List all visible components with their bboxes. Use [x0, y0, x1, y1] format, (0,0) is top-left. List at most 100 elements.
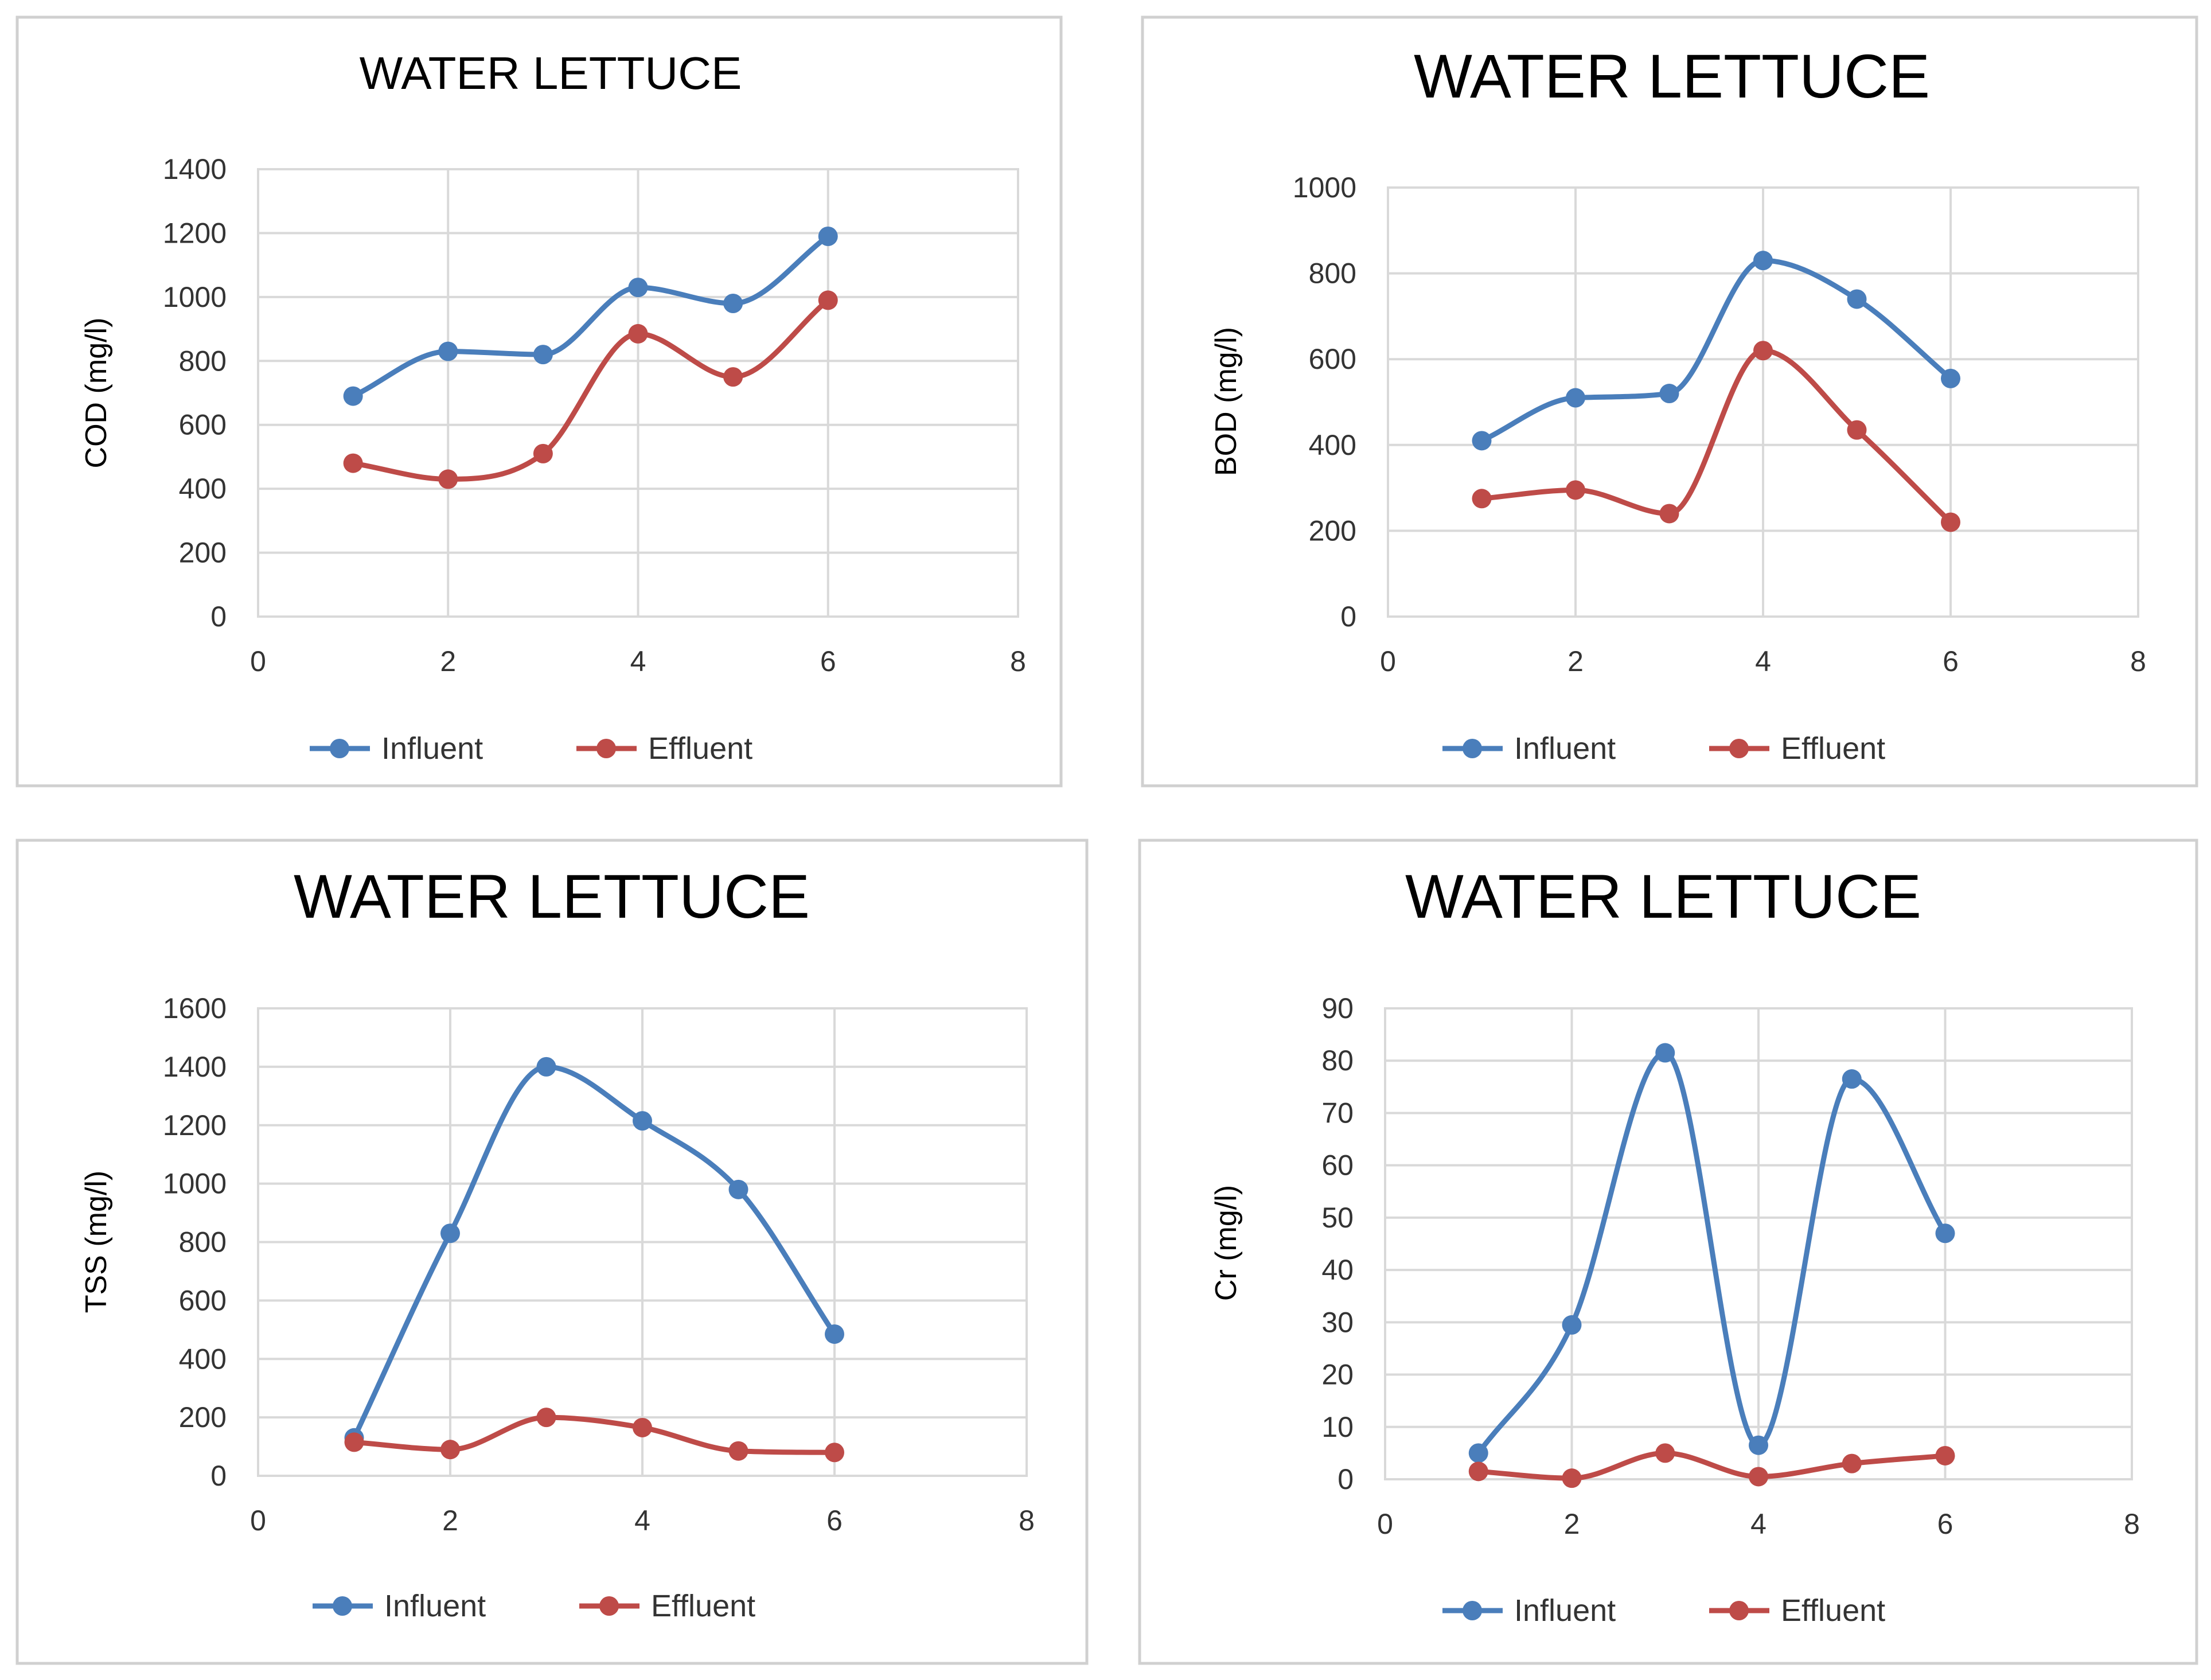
effluent-point: [1566, 480, 1585, 500]
legend-influent-marker: [1463, 739, 1482, 758]
y-tick-label: 200: [179, 537, 227, 569]
legend-influent-label: Influent: [381, 731, 483, 766]
effluent-point: [825, 1443, 844, 1463]
y-tick-label: 0: [210, 1460, 227, 1492]
panel-border: [15, 839, 1089, 1665]
legend-influent-label: Influent: [1514, 1593, 1616, 1628]
chart-title: WATER LETTUCE: [1405, 862, 1921, 931]
effluent-point: [1749, 1467, 1768, 1487]
influent-point: [628, 278, 648, 298]
legend: Influent Effluent: [310, 731, 752, 766]
influent-line: [352, 1064, 837, 1439]
effluent-point: [723, 367, 743, 387]
y-axis-title: Cr (mg/l): [1210, 1185, 1243, 1301]
y-tick-label: 600: [1309, 343, 1356, 375]
influent-point: [440, 1223, 460, 1244]
x-tick-label: 4: [1755, 645, 1771, 677]
effluent-point: [728, 1441, 748, 1461]
influent-point: [536, 1057, 556, 1077]
influent-point: [633, 1111, 652, 1131]
influent-point: [1941, 368, 1960, 388]
effluent-point: [628, 323, 648, 344]
y-tick-label: 200: [179, 1401, 227, 1433]
x-tick-label: 8: [1019, 1504, 1035, 1537]
chart-panel-1: WATER LETTUCE 0 200 400 600 800 1000 1200 1400 0 2…: [15, 15, 1063, 788]
influent-point: [1753, 251, 1773, 271]
legend: Influent Effluent: [313, 1589, 755, 1623]
panel-border: [15, 15, 1063, 788]
influent-point: [343, 386, 363, 406]
chart-panel-2: WATER LETTUCE 0 200 400 600 800 1000 0 2 4 6 8 BOD (…: [1141, 15, 2198, 788]
y-axis-title: TSS (mg/l): [80, 1171, 113, 1313]
x-tick-label: 2: [440, 645, 456, 677]
y-tick-label: 70: [1321, 1097, 1354, 1129]
y-tick-label: 60: [1321, 1149, 1354, 1182]
y-tick-label: 80: [1321, 1044, 1354, 1077]
legend-effluent-label: Effluent: [648, 731, 752, 766]
influent-point: [1935, 1223, 1955, 1244]
influent-point: [1655, 1043, 1675, 1063]
legend-effluent-marker: [1729, 1601, 1749, 1620]
influent-point: [1847, 289, 1867, 309]
x-tick-label: 4: [1750, 1508, 1767, 1540]
x-tick-label: 2: [1564, 1508, 1580, 1540]
chart-title: WATER LETTUCE: [360, 48, 742, 99]
y-tick-label: 400: [179, 473, 227, 505]
effluent-point: [1468, 1461, 1488, 1482]
plot-area: [257, 1007, 1028, 1477]
y-tick-label: 50: [1321, 1202, 1354, 1234]
y-tick-label: 30: [1321, 1306, 1354, 1338]
influent-point: [728, 1179, 748, 1199]
effluent-point: [1655, 1443, 1675, 1463]
effluent-point: [633, 1417, 652, 1437]
y-tick-label: 1400: [163, 153, 227, 185]
y-tick-label: 800: [179, 1226, 227, 1258]
effluent-point: [536, 1408, 556, 1428]
effluent-point: [1472, 489, 1492, 509]
x-tick-label: 2: [1567, 645, 1584, 677]
influent-point: [723, 294, 743, 313]
y-tick-label: 200: [1309, 514, 1356, 547]
influent-point: [818, 227, 838, 246]
y-tick-label: 1000: [163, 1168, 227, 1200]
effluent-point: [438, 469, 458, 489]
x-tick-label: 0: [1380, 645, 1396, 677]
legend-influent-label: Influent: [1514, 731, 1616, 766]
x-tick-label: 6: [1937, 1508, 1953, 1540]
effluent-point: [344, 1432, 364, 1452]
effluent-point: [1562, 1468, 1582, 1488]
x-tick-label: 8: [1010, 645, 1026, 677]
legend-effluent-label: Effluent: [1781, 1593, 1885, 1628]
y-tick-label: 400: [1309, 429, 1356, 461]
x-tick-label: 6: [820, 645, 836, 677]
y-tick-label: 0: [210, 601, 227, 633]
influent-point: [1566, 388, 1585, 408]
y-tick-label: 1200: [163, 1109, 227, 1141]
x-tick-label: 8: [2124, 1508, 2140, 1540]
chart-title: WATER LETTUCE: [1414, 41, 1930, 111]
x-tick-label: 6: [826, 1504, 843, 1537]
x-tick-label: 0: [1377, 1508, 1393, 1540]
x-tick-label: 4: [634, 1504, 650, 1537]
legend-influent-marker: [330, 739, 349, 758]
influent-point: [1472, 431, 1492, 451]
influent-point: [1842, 1069, 1862, 1089]
x-tick-label: 4: [630, 645, 646, 677]
effluent-point: [1935, 1445, 1955, 1465]
legend: Influent Effluent: [1442, 731, 1885, 766]
effluent-point: [1847, 420, 1867, 440]
influent-point: [1468, 1443, 1488, 1463]
x-tick-label: 0: [250, 1504, 266, 1537]
y-tick-label: 90: [1321, 992, 1354, 1024]
x-tick-label: 0: [250, 645, 266, 677]
influent-point: [1562, 1315, 1582, 1335]
effluent-point: [440, 1440, 460, 1460]
x-tick-label: 6: [1943, 645, 1959, 677]
chart-panel-4: WATER LETTUCE 0 10 20 30 40 50 60 70 80 90 0 2 4 6 8 Cr …: [1138, 839, 2198, 1665]
effluent-point: [1941, 512, 1960, 532]
chart-title: WATER LETTUCE: [294, 862, 810, 931]
legend: Influent Effluent: [1442, 1593, 1885, 1628]
y-tick-label: 1000: [1293, 171, 1356, 204]
legend-effluent-label: Effluent: [651, 1589, 755, 1623]
